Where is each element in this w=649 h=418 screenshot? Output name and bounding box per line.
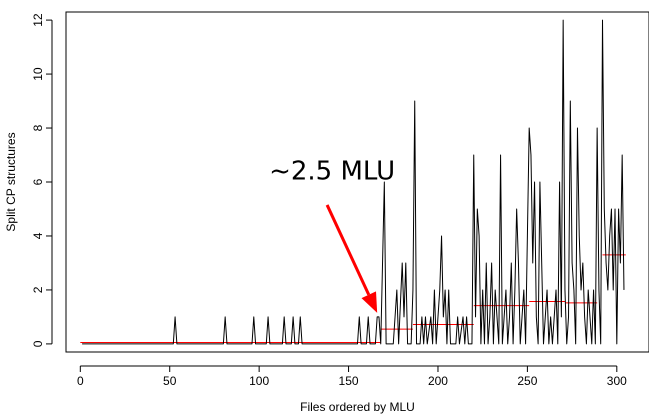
x-tick-label: 0 xyxy=(77,374,84,388)
x-tick-label: 50 xyxy=(163,374,177,388)
annotation-text: ~2.5 MLU xyxy=(269,156,395,186)
y-axis: 0 2 4 6 8 10 12 xyxy=(31,13,53,347)
x-tick-label: 300 xyxy=(607,374,627,388)
annotation-arrow-head xyxy=(361,291,378,313)
x-tick-label: 150 xyxy=(339,374,359,388)
y-tick-label: 8 xyxy=(31,124,45,131)
y-tick-label: 0 xyxy=(31,340,45,347)
x-tick-label: 100 xyxy=(249,374,269,388)
annotation-arrow-shaft xyxy=(325,204,371,296)
y-tick-label: 10 xyxy=(31,67,45,81)
x-axis: 0 50 100 150 200 250 300 xyxy=(77,365,627,388)
series-layer xyxy=(82,19,625,345)
annotation-layer: ~2.5 MLU xyxy=(269,156,395,313)
y-tick-label: 2 xyxy=(31,286,45,293)
x-tick-label: 250 xyxy=(517,374,537,388)
x-tick-label: 200 xyxy=(428,374,448,388)
series-line xyxy=(82,19,625,345)
y-axis-title: Split CP structures xyxy=(4,132,18,231)
x-axis-title: Files ordered by MLU xyxy=(300,400,415,414)
y-tick-label: 6 xyxy=(31,178,45,185)
y-tick-label: 12 xyxy=(31,13,45,27)
y-tick-label: 4 xyxy=(31,232,45,239)
plot-area-border xyxy=(65,11,649,353)
